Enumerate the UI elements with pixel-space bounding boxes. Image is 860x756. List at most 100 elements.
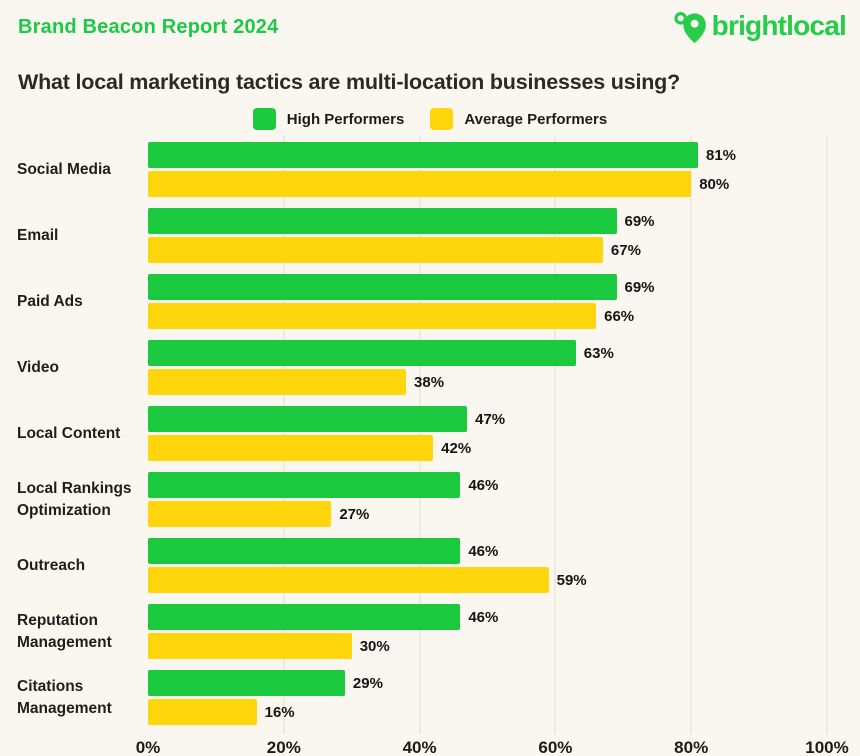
category-label: Outreach xyxy=(17,556,86,574)
bar-value-label: 80% xyxy=(699,175,730,193)
bar-value-label: 46% xyxy=(468,542,499,560)
bar-average-performers xyxy=(148,633,352,659)
bar-track: 46% xyxy=(148,472,827,498)
category-label: Local Content xyxy=(17,424,121,442)
bar-group: 69% 67% xyxy=(148,208,827,263)
category-label: Citations Management xyxy=(17,678,112,717)
bar-value-label: 46% xyxy=(468,608,499,626)
bar-average-performers xyxy=(148,171,692,197)
grid-line xyxy=(826,136,828,734)
bar-track: 67% xyxy=(148,237,827,263)
category-label: Social Media xyxy=(17,160,111,178)
x-axis-tick: 80% xyxy=(674,738,709,756)
x-axis-tick: 0% xyxy=(135,738,161,756)
bar-track: 46% xyxy=(148,604,827,630)
bar-high-performers xyxy=(148,274,617,300)
brightlocal-logo-text: brightlocal xyxy=(711,10,847,41)
x-axis-tick: 100% xyxy=(805,738,849,756)
bar-group: 81% 80% xyxy=(148,142,827,197)
bar-group: 29% 16% xyxy=(148,670,827,725)
bar-value-label: 69% xyxy=(624,212,655,230)
bar-average-performers xyxy=(148,369,407,395)
bar-track: 16% xyxy=(148,699,827,725)
chart-row: Local Rankings Optimization 46% 27% xyxy=(0,472,860,527)
grid-line xyxy=(690,136,693,734)
bar-high-performers xyxy=(148,472,461,498)
report-title: Brand Beacon Report 2024 xyxy=(18,16,279,38)
brightlocal-pin-heart-icon xyxy=(673,8,709,44)
bar-track: 80% xyxy=(148,171,827,197)
bar-value-label: 42% xyxy=(441,439,472,457)
x-axis-tick: 40% xyxy=(402,738,437,756)
chart-row: Email 69% 67% xyxy=(0,208,860,263)
chart-row: Video 63% 38% xyxy=(0,340,860,395)
bar-value-label: 16% xyxy=(264,703,295,721)
bar-value-label: 46% xyxy=(468,476,499,494)
header: Brand Beacon Report 2024 brightlocal xyxy=(0,0,860,60)
bar-value-label: 63% xyxy=(583,344,614,362)
bar-track: 30% xyxy=(148,633,827,659)
x-axis-tick: 20% xyxy=(266,738,301,756)
bar-value-label: 69% xyxy=(624,278,655,296)
bar-average-performers xyxy=(148,567,549,593)
bar-track: 38% xyxy=(148,369,827,395)
legend-swatch xyxy=(430,108,454,130)
chart-row: Citations Management 29% 16% xyxy=(0,670,860,725)
chart-row: Outreach 46% 59% xyxy=(0,538,860,593)
bar-value-label: 29% xyxy=(352,674,383,692)
category-label: Video xyxy=(17,358,59,376)
bar-average-performers xyxy=(148,435,434,461)
bar-value-label: 59% xyxy=(556,571,587,589)
bar-chart: Social Media 81% 80% Email 69% 67% Paid Ads 69%… xyxy=(0,136,860,756)
bar-high-performers xyxy=(148,406,468,432)
bar-value-label: 67% xyxy=(610,241,641,259)
bar-value-label: 30% xyxy=(359,637,390,655)
bar-value-label: 66% xyxy=(604,307,635,325)
bar-track: 29% xyxy=(148,670,827,696)
bar-high-performers xyxy=(148,538,461,564)
bar-value-label: 47% xyxy=(475,410,506,428)
bar-track: 63% xyxy=(148,340,827,366)
legend-label: High Performers xyxy=(286,110,405,128)
bar-track: 59% xyxy=(148,567,827,593)
bar-group: 46% 59% xyxy=(148,538,827,593)
bar-group: 46% 27% xyxy=(148,472,827,527)
brightlocal-logo: brightlocal xyxy=(673,8,847,44)
bar-value-label: 27% xyxy=(339,505,370,523)
x-axis-tick: 60% xyxy=(538,738,573,756)
legend-swatch xyxy=(252,108,276,130)
bar-track: 27% xyxy=(148,501,827,527)
bar-high-performers xyxy=(148,142,698,168)
bar-high-performers xyxy=(148,604,461,630)
chart-row: Paid Ads 69% 66% xyxy=(0,274,860,329)
chart-row: Local Content 47% 42% xyxy=(0,406,860,461)
grid-line xyxy=(554,136,557,734)
bar-track: 69% xyxy=(148,274,827,300)
bar-value-label: 38% xyxy=(414,373,445,391)
bar-track: 66% xyxy=(148,303,827,329)
bar-track: 81% xyxy=(148,142,827,168)
legend-item: High Performers xyxy=(252,108,405,130)
chart-row: Reputation Management 46% 30% xyxy=(0,604,860,659)
bar-high-performers xyxy=(148,208,617,234)
bar-group: 46% 30% xyxy=(148,604,827,659)
category-label: Reputation Management xyxy=(17,612,112,651)
chart-legend: High Performers Average Performers xyxy=(0,108,860,130)
legend-item: Average Performers xyxy=(430,108,607,130)
bar-group: 69% 66% xyxy=(148,274,827,329)
bar-track: 47% xyxy=(148,406,827,432)
bar-average-performers xyxy=(148,501,332,527)
category-label: Email xyxy=(17,226,59,244)
bar-track: 46% xyxy=(148,538,827,564)
bar-value-label: 81% xyxy=(705,146,737,164)
bar-high-performers xyxy=(148,670,345,696)
chart-rows: Social Media 81% 80% Email 69% 67% Paid Ads 69%… xyxy=(0,142,860,725)
legend-label: Average Performers xyxy=(464,110,608,128)
bar-group: 63% 38% xyxy=(148,340,827,395)
bar-average-performers xyxy=(148,237,603,263)
bar-high-performers xyxy=(148,340,576,366)
bar-track: 69% xyxy=(148,208,827,234)
bar-track: 42% xyxy=(148,435,827,461)
x-axis: 0% 20% 40% 60% 80% 100% xyxy=(136,736,849,756)
